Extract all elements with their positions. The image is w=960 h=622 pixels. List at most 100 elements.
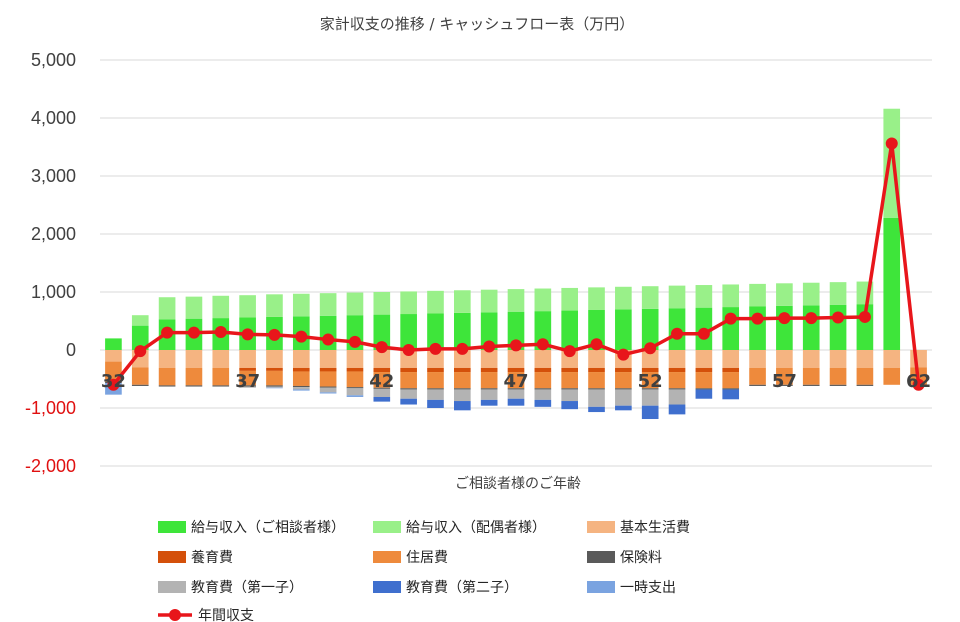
bar-segment bbox=[427, 399, 444, 408]
net-balance-point bbox=[161, 326, 174, 339]
bar-segment bbox=[534, 288, 552, 312]
bar-segment bbox=[668, 372, 686, 389]
bar-segment bbox=[534, 399, 552, 407]
bar-segment bbox=[588, 350, 605, 368]
bar-segment bbox=[534, 372, 552, 389]
bar-segment bbox=[239, 295, 256, 318]
bar-segment bbox=[641, 405, 659, 420]
bar-segment bbox=[615, 388, 632, 390]
bar-segment bbox=[480, 388, 498, 390]
net-balance-point bbox=[590, 338, 603, 351]
legend-swatch bbox=[587, 581, 615, 593]
y-axis-ticks: 5,000 4,000 3,000 2,000 1,000 0 -1,000 -2,000 bbox=[25, 50, 76, 476]
bar-segment bbox=[427, 367, 444, 373]
bar-segment bbox=[588, 388, 605, 390]
net-balance-point bbox=[912, 378, 925, 391]
y-tick-label: 3,000 bbox=[31, 166, 76, 186]
bar-segment bbox=[668, 404, 686, 415]
bar-segment bbox=[346, 350, 364, 368]
bar-segment bbox=[668, 388, 686, 390]
legend-swatch bbox=[373, 521, 401, 533]
legend-swatch bbox=[587, 521, 615, 533]
net-balance-point bbox=[214, 326, 227, 339]
net-balance-point bbox=[107, 378, 120, 391]
bar-segment bbox=[373, 388, 391, 397]
legend-label: 一時支出 bbox=[620, 580, 676, 596]
bar-segment bbox=[507, 372, 525, 389]
bar-segment bbox=[695, 350, 713, 368]
bar-segment bbox=[239, 367, 256, 371]
bar-segment bbox=[319, 387, 337, 393]
bar-segment bbox=[776, 367, 793, 385]
bar-segment bbox=[507, 388, 525, 390]
bar-segment bbox=[641, 367, 659, 373]
legend-swatch bbox=[373, 581, 401, 593]
bar-segment bbox=[266, 370, 283, 386]
net-balance-point bbox=[563, 345, 576, 358]
y-tick-label: 2,000 bbox=[31, 224, 76, 244]
net-balance-point bbox=[751, 312, 764, 325]
bar-segment bbox=[668, 389, 686, 405]
bar-segment bbox=[346, 367, 364, 372]
bar-segment bbox=[829, 350, 847, 368]
bar-segment bbox=[266, 350, 283, 368]
bar-segment bbox=[427, 350, 444, 368]
bar-segment bbox=[641, 286, 659, 309]
bar-segment bbox=[802, 350, 820, 368]
bar-segment bbox=[454, 312, 471, 350]
legend-marker bbox=[169, 609, 181, 621]
y-tick-label: -2,000 bbox=[25, 456, 76, 476]
bar-segment bbox=[373, 350, 391, 368]
bar-segment bbox=[131, 315, 149, 326]
bar-segment bbox=[131, 384, 149, 386]
net-balance-point bbox=[268, 328, 281, 341]
bar-segment bbox=[722, 372, 740, 389]
legend-label: 養育費 bbox=[191, 549, 233, 566]
bar-segment bbox=[695, 389, 713, 399]
bar-segment bbox=[346, 292, 364, 316]
bar-segment bbox=[480, 389, 498, 400]
bar-segment bbox=[373, 396, 391, 402]
bar-segment bbox=[131, 325, 149, 350]
bar-segment bbox=[292, 371, 310, 386]
bar-segment bbox=[400, 367, 417, 373]
bar-segment bbox=[507, 398, 525, 406]
bar-segment bbox=[212, 385, 230, 387]
bar-segment bbox=[454, 388, 471, 390]
net-balance-point bbox=[858, 310, 871, 323]
bar-segment bbox=[480, 367, 498, 373]
x-tick-label: 57 bbox=[772, 371, 797, 392]
bar-segment bbox=[158, 385, 176, 387]
bar-segment bbox=[373, 367, 391, 373]
legend-label: 住居費 bbox=[406, 550, 448, 566]
bar-segment bbox=[239, 386, 256, 388]
x-tick-label: 62 bbox=[906, 371, 931, 392]
bar-segment bbox=[856, 367, 874, 385]
bar-segment bbox=[802, 305, 820, 350]
net-balance-point bbox=[402, 344, 415, 356]
bar-segment bbox=[373, 387, 391, 389]
bar-segment bbox=[427, 313, 444, 350]
bar-segment bbox=[131, 367, 149, 385]
legend-label: 給与収入（ご相談者様） bbox=[191, 520, 345, 536]
bar-segment bbox=[105, 350, 122, 362]
bar-segment bbox=[776, 384, 793, 386]
bar-segment bbox=[158, 297, 176, 320]
net-balance-point bbox=[697, 327, 710, 340]
bar-segment bbox=[292, 350, 310, 368]
bar-segment bbox=[373, 372, 391, 388]
bar-segment bbox=[480, 289, 498, 313]
bar-segment bbox=[722, 367, 740, 373]
bar-segment bbox=[615, 309, 632, 350]
bar-segment bbox=[749, 283, 766, 307]
bar-segment bbox=[722, 389, 740, 400]
bar-segment bbox=[829, 367, 847, 385]
net-balance-point bbox=[778, 312, 791, 325]
bar-segment bbox=[749, 367, 766, 385]
bar-segment bbox=[480, 350, 498, 368]
x-tick-label: 42 bbox=[369, 371, 394, 392]
bar-segment bbox=[507, 350, 525, 368]
bar-segment bbox=[883, 350, 901, 368]
bar-segment bbox=[722, 388, 740, 390]
x-tick-label: 52 bbox=[638, 371, 663, 392]
